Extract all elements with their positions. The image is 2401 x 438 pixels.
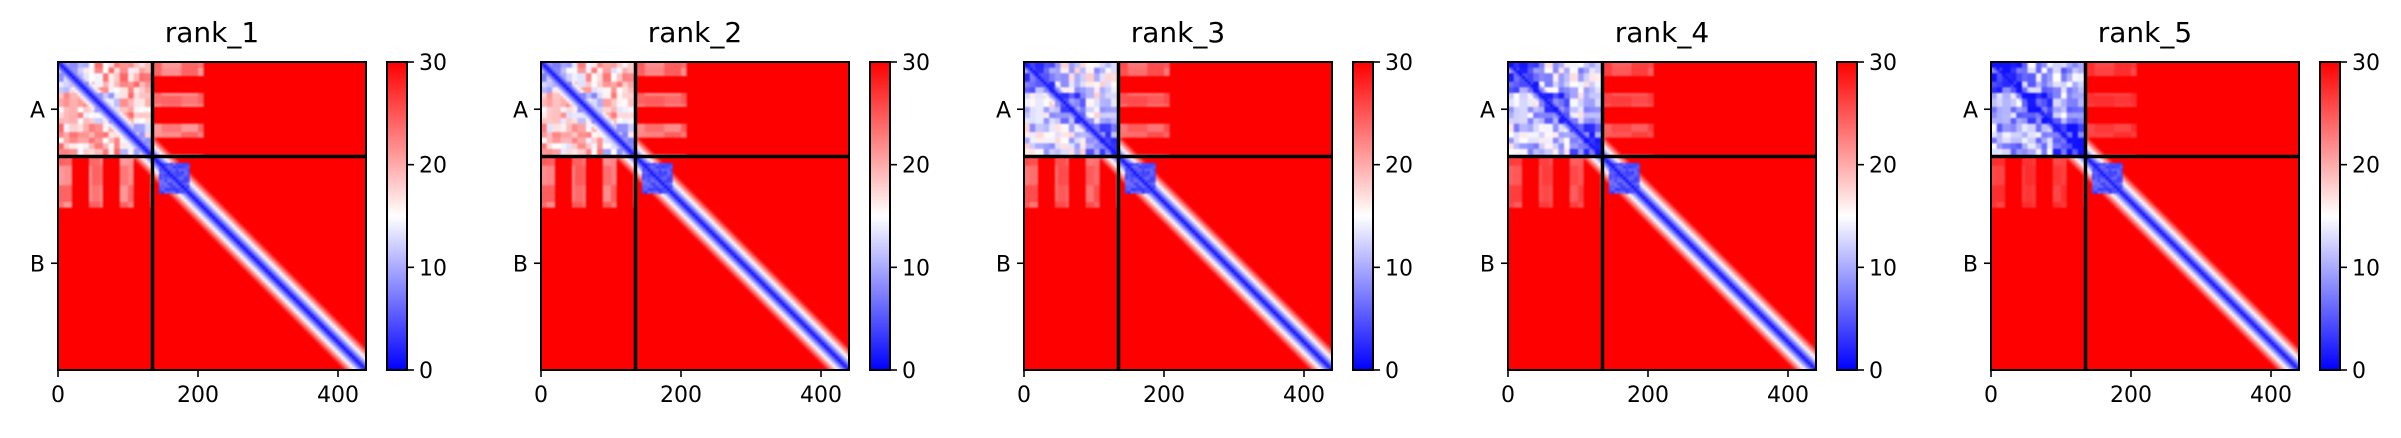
x-tick-label: 200 [1143, 383, 1185, 408]
x-tick-label: 400 [2250, 383, 2292, 408]
x-tick-label: 400 [1283, 383, 1325, 408]
x-tick-label: 0 [51, 383, 65, 408]
x-tick-label: 200 [1627, 383, 1669, 408]
colorbar [387, 62, 407, 370]
colorbar-tick-label: 0 [902, 359, 916, 384]
x-tick-label: 400 [800, 383, 842, 408]
heatmap-cells [58, 62, 366, 370]
heatmap-cells [1024, 62, 1332, 370]
panel-title: rank_5 [2098, 16, 2192, 49]
chain-label: A [996, 98, 1011, 123]
x-tick-label: 200 [660, 383, 702, 408]
colorbar-tick-label: 20 [2352, 154, 2380, 179]
colorbar-tick-label: 0 [2352, 359, 2366, 384]
x-tick-label: 0 [1017, 383, 1031, 408]
colorbar-tick-label: 30 [902, 51, 930, 76]
x-tick-label: 0 [1984, 383, 1998, 408]
heatmap-panel: rank_2 0 200 400 A B 0 10 20 30 [513, 16, 930, 408]
colorbar-frame [2319, 61, 2341, 371]
chain-label: A [1963, 98, 1978, 123]
chain-label: B [1480, 252, 1495, 277]
x-tick-label: 400 [1767, 383, 1809, 408]
heatmap-panel: rank_4 0 200 400 A B 0 10 20 30 [1480, 16, 1897, 408]
colorbar-tick-label: 10 [1869, 256, 1897, 281]
x-tick-label: 400 [317, 383, 359, 408]
colorbar-tick-label: 0 [1385, 359, 1399, 384]
heatmap-panel: rank_3 0 200 400 A B 0 10 20 30 [996, 16, 1413, 408]
plot-frame [57, 61, 367, 371]
heatmap-cells [1991, 62, 2299, 370]
heatmap-panel: rank_5 0 200 400 A B 0 10 20 30 [1963, 16, 2380, 408]
chain-label: A [30, 98, 45, 123]
colorbar-tick-label: 10 [2352, 256, 2380, 281]
colorbar-tick-label: 10 [1385, 256, 1413, 281]
plot-frame [1507, 61, 1817, 371]
colorbar-tick-label: 0 [419, 359, 433, 384]
colorbar-tick-label: 20 [1869, 154, 1897, 179]
chain-label: B [996, 252, 1011, 277]
colorbar-tick-label: 30 [419, 51, 447, 76]
heatmap-cells [1508, 62, 1816, 370]
chain-label: A [1480, 98, 1495, 123]
heatmap-panel: rank_1 0 200 400 A B 0 10 20 30 [30, 16, 447, 408]
colorbar [2320, 62, 2340, 370]
plot-frame [1990, 61, 2300, 371]
colorbar-frame [386, 61, 408, 371]
chain-label: B [513, 252, 528, 277]
colorbar-tick-label: 20 [419, 154, 447, 179]
colorbar-frame [1352, 61, 1374, 371]
x-tick-label: 200 [2110, 383, 2152, 408]
colorbar [1353, 62, 1373, 370]
colorbar [1837, 62, 1857, 370]
chain-label: B [30, 252, 45, 277]
panel-title: rank_1 [165, 16, 259, 49]
heatmap-cells [541, 62, 849, 370]
colorbar-tick-label: 30 [1385, 51, 1413, 76]
x-tick-label: 200 [177, 383, 219, 408]
colorbar-tick-label: 0 [1869, 359, 1883, 384]
colorbar [870, 62, 890, 370]
chain-label: B [1963, 252, 1978, 277]
colorbar-tick-label: 10 [902, 256, 930, 281]
x-tick-label: 0 [1501, 383, 1515, 408]
colorbar-tick-label: 20 [902, 154, 930, 179]
colorbar-frame [869, 61, 891, 371]
panel-title: rank_4 [1615, 16, 1709, 49]
colorbar-tick-label: 30 [2352, 51, 2380, 76]
chain-label: A [513, 98, 528, 123]
colorbar-frame [1836, 61, 1858, 371]
x-tick-label: 0 [534, 383, 548, 408]
colorbar-tick-label: 30 [1869, 51, 1897, 76]
colorbar-tick-label: 10 [419, 256, 447, 281]
plot-frame [1023, 61, 1333, 371]
plot-frame [540, 61, 850, 371]
panel-title: rank_2 [648, 16, 742, 49]
panel-title: rank_3 [1131, 16, 1225, 49]
colorbar-tick-label: 20 [1385, 154, 1413, 179]
